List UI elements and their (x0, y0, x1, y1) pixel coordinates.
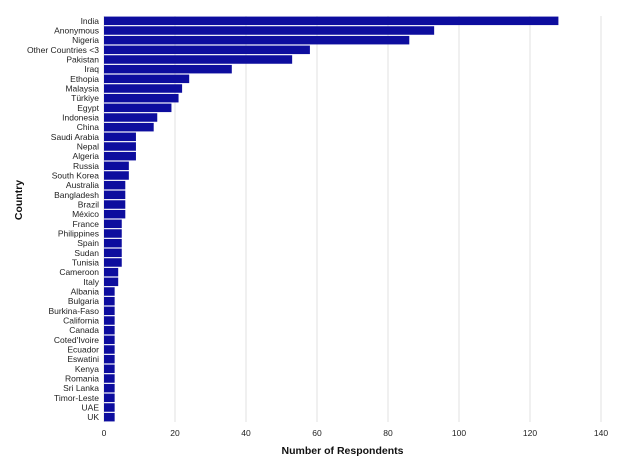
bar (104, 190, 126, 200)
y-tick-label: Sri Lanka (63, 383, 99, 393)
x-tick-label: 100 (452, 428, 466, 438)
y-tick-label: Philippines (58, 229, 99, 239)
y-tick-label: California (63, 316, 99, 326)
bar (104, 132, 136, 142)
y-tick-label: UK (87, 412, 99, 422)
bar (104, 354, 115, 364)
bar (104, 16, 559, 26)
y-tick-label: Bangladesh (54, 190, 99, 200)
y-tick-label: Anonymous (54, 26, 99, 36)
bar (104, 35, 410, 45)
bar (104, 393, 115, 403)
y-tick-label: Pakistan (66, 55, 99, 65)
bar (104, 296, 115, 306)
bar (104, 277, 119, 287)
y-tick-label: Nigeria (72, 35, 99, 45)
bar (104, 113, 158, 122)
bar (104, 45, 310, 55)
x-tick-labels: 0 20 40 60 80 100 120 140 (102, 428, 609, 438)
bar (104, 122, 154, 132)
bar (104, 151, 136, 161)
bar (104, 219, 122, 229)
y-tick-label: Burkina-Faso (48, 306, 99, 316)
y-tick-label: Türkiye (71, 93, 99, 103)
y-tick-label: Eswatini (67, 354, 99, 364)
x-tick-label: 40 (241, 428, 251, 438)
bar (104, 209, 126, 219)
y-tick-label: Algeria (73, 151, 100, 161)
bar (104, 248, 122, 258)
y-tick-label: UAE (82, 403, 100, 413)
x-tick-label: 140 (594, 428, 608, 438)
y-tick-label: France (73, 219, 100, 229)
y-tick-label: Malaysia (65, 84, 99, 94)
bar (104, 335, 115, 345)
bar (104, 74, 190, 84)
bar (104, 200, 126, 209)
y-tick-label: Australia (66, 180, 99, 190)
bar (104, 345, 115, 354)
bar (104, 180, 126, 190)
y-tick-label: Indonesia (62, 113, 99, 123)
bar (104, 161, 129, 171)
y-tick-label: Nepal (77, 142, 99, 152)
y-tick-label: Bulgaria (68, 296, 99, 306)
y-tick-label: Cameroon (59, 267, 99, 277)
bar (104, 258, 122, 267)
bar (104, 229, 122, 238)
bar (104, 374, 115, 383)
y-tick-label: Saudi Arabia (51, 132, 99, 142)
x-tick-label: 120 (523, 428, 537, 438)
x-tick-label: 20 (170, 428, 180, 438)
bar (104, 103, 172, 113)
y-tick-label: India (81, 16, 100, 26)
bar (104, 364, 115, 374)
bar (104, 84, 183, 93)
bar (104, 267, 119, 277)
y-tick-label: Russia (73, 161, 99, 171)
y-tick-label: Tunisia (72, 258, 99, 268)
y-tick-label: Romania (65, 374, 99, 384)
bar (104, 238, 122, 248)
x-tick-label: 80 (383, 428, 393, 438)
bar (104, 287, 115, 296)
y-tick-label: Canada (69, 325, 99, 335)
y-tick-label: Sudan (74, 248, 99, 258)
y-tick-label: Italy (83, 277, 99, 287)
grid-lines (103, 16, 602, 422)
y-tick-label: Kenya (75, 364, 99, 374)
bar (104, 316, 115, 325)
y-tick-label: Egypt (77, 103, 99, 113)
y-axis-title: Country (13, 180, 25, 220)
bar (104, 55, 293, 64)
bar (104, 403, 115, 412)
y-tick-label: Brazil (78, 200, 99, 210)
bar (104, 142, 136, 151)
bar (104, 412, 115, 422)
x-tick-label: 0 (102, 428, 107, 438)
bar (104, 306, 115, 316)
x-axis-title: Number of Respondents (282, 445, 404, 457)
y-tick-label: Ecuador (67, 345, 99, 355)
bar (104, 383, 115, 393)
y-tick-label: Timor-Leste (54, 393, 99, 403)
y-tick-label: México (72, 209, 99, 219)
y-tick-label: Ethopia (70, 74, 99, 84)
bars (104, 16, 559, 422)
y-tick-label: Albania (71, 287, 100, 297)
y-tick-label: Coted'Ivoire (54, 335, 99, 345)
bar (104, 171, 129, 180)
y-tick-label: Spain (77, 238, 99, 248)
x-tick-label: 60 (312, 428, 322, 438)
y-tick-label: Other Countries <3 (27, 45, 99, 55)
bar (104, 325, 115, 335)
bar (104, 64, 232, 74)
y-tick-label: China (77, 122, 99, 132)
bar (104, 26, 435, 35)
bar (104, 93, 179, 103)
y-tick-label: Iraq (84, 64, 99, 74)
y-tick-label: South Korea (52, 171, 100, 181)
